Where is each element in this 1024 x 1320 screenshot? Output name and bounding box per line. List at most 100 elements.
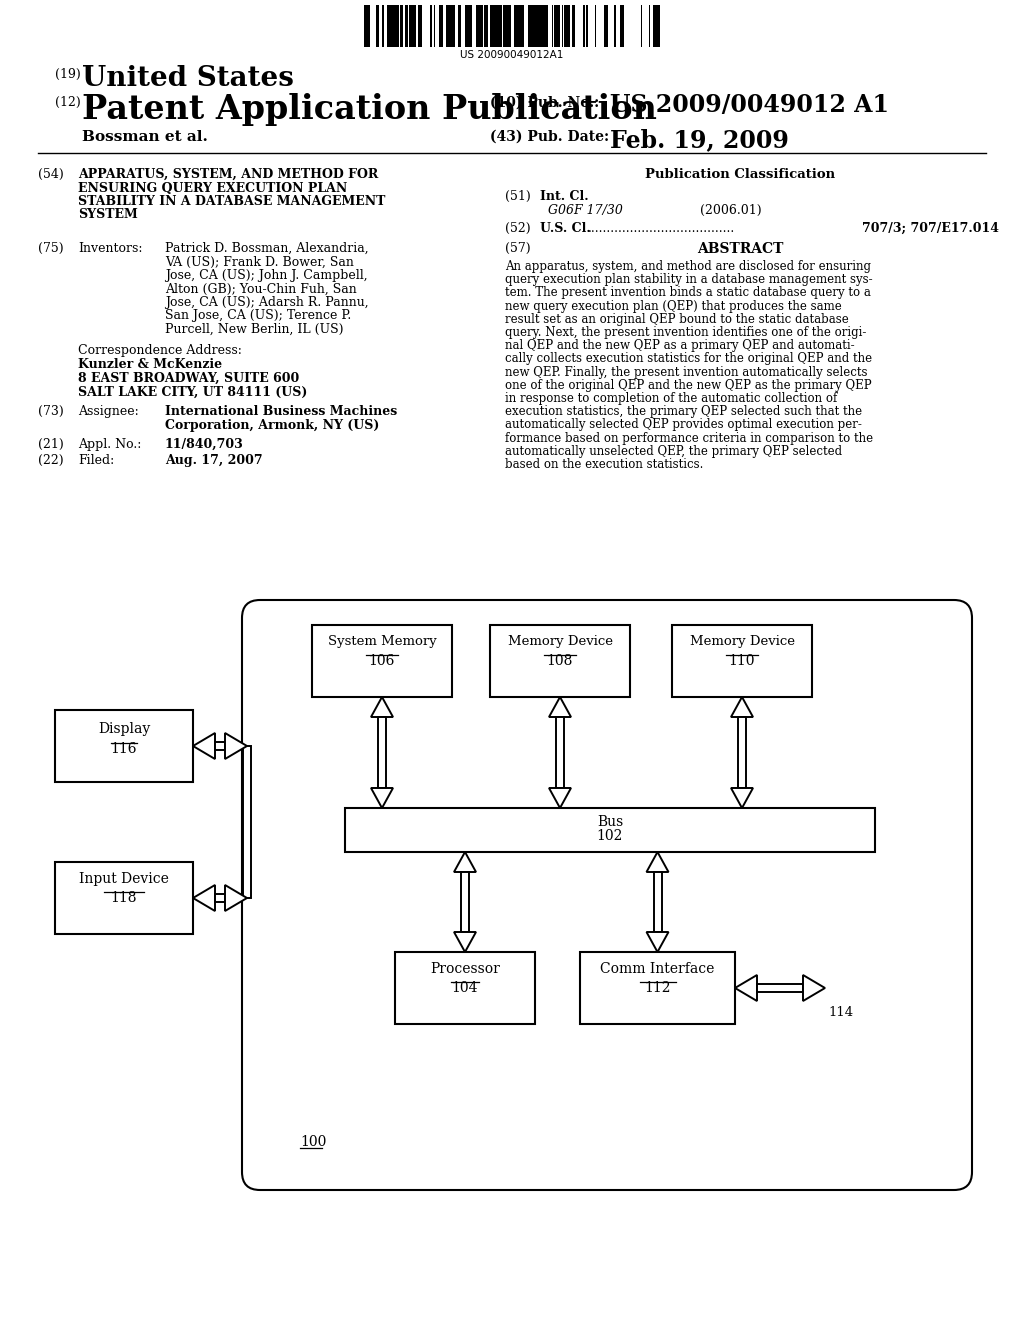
Bar [484,5,488,48]
Bar [531,5,534,48]
Text: 114: 114 [828,1006,853,1019]
Text: (43) Pub. Date:: (43) Pub. Date: [490,129,609,144]
Text: 110: 110 [729,653,756,668]
Bar [446,5,449,48]
Text: 707/3; 707/E17.014: 707/3; 707/E17.014 [862,222,999,235]
Polygon shape [549,697,571,717]
Text: new query execution plan (QEP) that produces the same: new query execution plan (QEP) that prod… [505,300,842,313]
Bar [479,5,482,48]
Text: ABSTRACT: ABSTRACT [696,242,783,256]
Bar [572,5,575,48]
Bar [386,5,390,48]
Bar [500,5,502,48]
Bar [399,5,402,48]
Text: Processor: Processor [430,962,500,975]
Bar [653,5,656,48]
Bar [564,5,568,48]
Text: US 20090049012A1: US 20090049012A1 [461,50,563,59]
Bar [519,5,522,48]
Text: Corporation, Armonk, NY (US): Corporation, Armonk, NY (US) [165,418,379,432]
Text: Feb. 19, 2009: Feb. 19, 2009 [610,128,788,152]
Bar [362,5,662,48]
Text: (75): (75) [38,242,63,255]
Polygon shape [549,788,571,808]
Text: Jose, CA (US); John J. Campbell,: Jose, CA (US); John J. Campbell, [165,269,368,282]
Text: Kunzler & McKenzie: Kunzler & McKenzie [78,358,222,371]
Text: SALT LAKE CITY, UT 84111 (US): SALT LAKE CITY, UT 84111 (US) [78,385,307,399]
Text: 100: 100 [300,1135,327,1148]
Bar [544,5,545,48]
Text: query execution plan stability in a database management sys-: query execution plan stability in a data… [505,273,872,286]
Bar [433,5,435,48]
Bar [452,5,455,48]
Text: result set as an original QEP bound to the static database: result set as an original QEP bound to t… [505,313,849,326]
Bar [757,983,803,993]
Bar [534,5,537,48]
Bar [498,5,500,48]
Text: (22): (22) [38,454,63,467]
Bar [215,894,225,902]
Bar [394,5,398,48]
Text: Appl. No.:: Appl. No.: [78,438,141,451]
Text: Display: Display [98,722,151,737]
Text: in response to completion of the automatic collection of: in response to completion of the automat… [505,392,838,405]
Bar [458,5,461,48]
Bar [492,5,494,48]
Bar [653,873,662,932]
Text: (51): (51) [505,190,530,203]
Text: (2006.01): (2006.01) [700,205,762,216]
Text: System Memory: System Memory [328,635,436,648]
Text: (57): (57) [505,242,530,255]
Text: ENSURING QUERY EXECUTION PLAN: ENSURING QUERY EXECUTION PLAN [78,181,347,194]
Bar [364,5,367,48]
Text: 8 EAST BROADWAY, SUITE 600: 8 EAST BROADWAY, SUITE 600 [78,372,299,385]
Bar [545,5,548,48]
Bar [469,5,471,48]
Bar [439,5,441,48]
Text: (21): (21) [38,438,63,451]
Bar [489,5,492,48]
Bar [395,952,535,1024]
Polygon shape [646,932,669,952]
Text: 108: 108 [547,653,573,668]
Text: execution statistics, the primary QEP selected such that the: execution statistics, the primary QEP se… [505,405,862,418]
Text: query. Next, the present invention identifies one of the origi-: query. Next, the present invention ident… [505,326,866,339]
Text: formance based on performance criteria in comparison to the: formance based on performance criteria i… [505,432,873,445]
Polygon shape [731,788,753,808]
Text: 118: 118 [111,891,137,906]
Text: nal QEP and the new QEP as a primary QEP and automati-: nal QEP and the new QEP as a primary QEP… [505,339,855,352]
Text: Memory Device: Memory Device [508,635,612,648]
Text: (73): (73) [38,405,63,418]
Text: Bossman et al.: Bossman et al. [82,129,208,144]
Bar [554,5,556,48]
Text: San Jose, CA (US); Terence P.: San Jose, CA (US); Terence P. [165,309,351,322]
Text: Memory Device: Memory Device [689,635,795,648]
Text: International Business Machines: International Business Machines [165,405,397,418]
Bar [345,808,874,851]
Text: automatically unselected QEP, the primary QEP selected: automatically unselected QEP, the primar… [505,445,842,458]
Bar [490,624,630,697]
Bar [243,746,251,898]
Text: ......................................: ...................................... [588,222,735,235]
Bar [390,5,394,48]
Text: Patent Application Publication: Patent Application Publication [82,92,656,125]
Polygon shape [371,788,393,808]
Text: US 2009/0049012 A1: US 2009/0049012 A1 [610,92,889,117]
Text: STABILITY IN A DATABASE MANAGEMENT: STABILITY IN A DATABASE MANAGEMENT [78,195,385,209]
Text: (19): (19) [55,69,81,81]
Text: cally collects execution statistics for the original QEP and the: cally collects execution statistics for … [505,352,872,366]
Bar [522,5,523,48]
Text: Int. Cl.: Int. Cl. [540,190,589,203]
Bar [556,5,560,48]
Text: 104: 104 [452,981,478,995]
Bar [495,5,497,48]
Bar [527,5,531,48]
Bar [413,5,416,48]
Text: G06F 17/30: G06F 17/30 [548,205,623,216]
Bar [507,5,511,48]
Bar [583,5,585,48]
Bar [55,862,193,935]
Bar [378,717,386,788]
Bar [406,5,408,48]
Polygon shape [371,697,393,717]
